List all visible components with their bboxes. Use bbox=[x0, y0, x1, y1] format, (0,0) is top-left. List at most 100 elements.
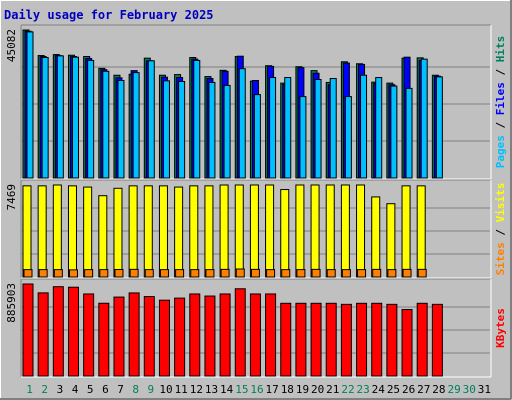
bar-sites-day-10 bbox=[159, 269, 169, 278]
bar-kbytes-day-1 bbox=[22, 283, 34, 377]
day-label-17: 17 bbox=[266, 383, 279, 396]
day-label-6: 6 bbox=[102, 383, 109, 396]
panel-hits-files-pages: 45082 Pages / Files / Hits bbox=[5, 24, 507, 180]
bar-sites-day-20 bbox=[311, 268, 321, 278]
bar-visits-day-25 bbox=[386, 203, 396, 278]
day-label-31: 31 bbox=[478, 383, 491, 396]
axis-label-part: Hits bbox=[494, 36, 507, 63]
bar-pages-day-20 bbox=[314, 79, 322, 179]
bar-visits-day-11 bbox=[174, 186, 184, 278]
bar-sites-day-13 bbox=[205, 269, 215, 278]
bar-pages-day-6 bbox=[102, 70, 110, 179]
bar-sites-day-19 bbox=[296, 269, 306, 278]
bar-pages-day-10 bbox=[162, 80, 170, 179]
bar-pages-day-26 bbox=[405, 87, 413, 179]
bar-sites-day-25 bbox=[387, 269, 397, 278]
day-label-2: 2 bbox=[41, 383, 48, 396]
bar-visits-day-21 bbox=[325, 184, 335, 278]
bar-visits-day-5 bbox=[83, 186, 93, 278]
bar-kbytes-day-8 bbox=[128, 292, 140, 377]
bar-sites-day-8 bbox=[129, 268, 139, 278]
day-label-10: 10 bbox=[159, 383, 172, 396]
day-label-9: 9 bbox=[148, 383, 155, 396]
panel-visits-sites: 7469 Sites / Visits bbox=[5, 179, 507, 279]
panel-kbytes: 885903 KBytes bbox=[5, 278, 507, 378]
bar-pages-day-19 bbox=[299, 96, 307, 179]
bar-sites-day-22 bbox=[341, 269, 351, 278]
bar-kbytes-day-13 bbox=[204, 295, 216, 377]
day-label-26: 26 bbox=[402, 383, 415, 396]
bar-visits-day-17 bbox=[265, 184, 275, 278]
bar-sites-day-5 bbox=[84, 269, 94, 278]
bar-kbytes-day-7 bbox=[113, 296, 125, 377]
bar-visits-day-8 bbox=[128, 185, 138, 278]
axis-label-part: / bbox=[494, 115, 507, 135]
bar-kbytes-day-23 bbox=[356, 302, 368, 377]
panel-axis-label: KBytes bbox=[494, 308, 507, 348]
day-label-3: 3 bbox=[57, 383, 64, 396]
panel-max-label: 885903 bbox=[5, 283, 18, 323]
bar-pages-day-22 bbox=[344, 96, 352, 179]
axis-label-part: KBytes bbox=[494, 308, 507, 348]
day-label-30: 30 bbox=[463, 383, 476, 396]
day-label-24: 24 bbox=[372, 383, 386, 396]
axis-label-part: Sites bbox=[494, 242, 507, 275]
bar-kbytes-day-3 bbox=[52, 286, 64, 377]
bar-pages-day-25 bbox=[390, 85, 398, 179]
bar-visits-day-7 bbox=[113, 187, 123, 278]
bar-kbytes-day-15 bbox=[234, 288, 246, 377]
day-label-8: 8 bbox=[132, 383, 139, 396]
day-label-14: 14 bbox=[220, 383, 234, 396]
axis-label-part: / bbox=[494, 222, 507, 242]
bar-pages-day-14 bbox=[223, 84, 231, 179]
bar-visits-day-20 bbox=[310, 184, 320, 278]
axis-label-part: / bbox=[494, 62, 507, 82]
bar-pages-day-12 bbox=[193, 59, 201, 179]
bar-pages-day-8 bbox=[132, 72, 140, 179]
bar-sites-day-12 bbox=[190, 269, 200, 278]
bar-visits-day-24 bbox=[371, 196, 381, 278]
day-label-4: 4 bbox=[72, 383, 79, 396]
bar-kbytes-day-19 bbox=[295, 302, 307, 377]
bar-visits-day-14 bbox=[219, 184, 229, 278]
bar-visits-day-6 bbox=[98, 195, 108, 278]
panel-axis-label: Pages / Files / Hits bbox=[494, 36, 507, 169]
bar-pages-day-13 bbox=[208, 81, 216, 179]
panel-max-label: 7469 bbox=[5, 184, 18, 211]
bar-kbytes-day-27 bbox=[416, 302, 428, 377]
day-label-15: 15 bbox=[235, 383, 248, 396]
bar-sites-day-11 bbox=[175, 269, 185, 278]
day-labels: 1 2 3 4 5 6 7 8 9 10 11 12 13 14 15 16 17 18 19 20 21 22 23 24 2… bbox=[26, 383, 491, 396]
bar-kbytes-day-9 bbox=[143, 296, 155, 377]
bar-kbytes-day-21 bbox=[325, 302, 337, 377]
bar-kbytes-day-4 bbox=[67, 286, 79, 377]
bar-sites-day-2 bbox=[38, 269, 48, 278]
panel-axis-label: Sites / Visits bbox=[494, 183, 507, 276]
bar-kbytes-day-10 bbox=[158, 299, 170, 377]
bar-pages-day-2 bbox=[41, 57, 49, 179]
bar-pages-day-18 bbox=[284, 77, 292, 179]
bar-visits-day-12 bbox=[189, 185, 199, 278]
bar-kbytes-day-22 bbox=[340, 303, 352, 377]
bar-pages-day-27 bbox=[420, 58, 428, 179]
bar-visits-day-22 bbox=[340, 184, 350, 278]
axis-label-part: Files bbox=[494, 82, 507, 115]
day-label-21: 21 bbox=[326, 383, 339, 396]
bar-kbytes-day-18 bbox=[280, 302, 292, 377]
bar-sites-day-24 bbox=[372, 268, 382, 278]
day-label-27: 27 bbox=[417, 383, 430, 396]
bar-kbytes-day-25 bbox=[386, 303, 398, 377]
bar-kbytes-day-17 bbox=[265, 293, 277, 377]
bar-sites-day-6 bbox=[99, 269, 109, 278]
bar-sites-day-4 bbox=[68, 269, 78, 278]
bar-pages-day-7 bbox=[117, 79, 125, 179]
day-label-20: 20 bbox=[311, 383, 324, 396]
bar-kbytes-day-14 bbox=[219, 293, 231, 377]
bar-kbytes-day-20 bbox=[310, 302, 322, 377]
day-label-7: 7 bbox=[117, 383, 124, 396]
axis-label-part: Visits bbox=[494, 183, 507, 223]
bar-pages-day-9 bbox=[147, 60, 155, 179]
bar-visits-day-9 bbox=[143, 185, 153, 278]
